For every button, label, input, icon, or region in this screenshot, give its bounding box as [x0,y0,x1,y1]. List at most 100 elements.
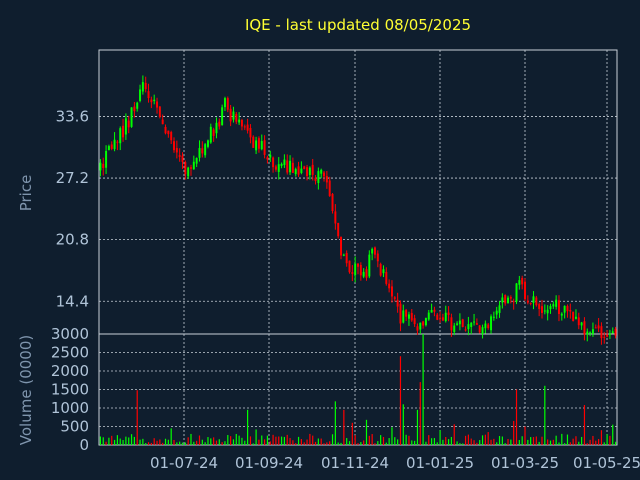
candle-body [110,144,113,149]
candle-body [410,312,413,321]
candle-body [249,127,252,138]
candle-body [246,124,249,131]
candle-body [611,331,614,334]
candle-body [535,297,538,306]
candle-body [201,148,204,154]
candle-body [303,166,306,170]
candle-body [453,325,456,332]
candle-body [577,317,580,326]
candle-body [552,304,555,307]
price-tick-label: 14.4 [56,292,89,310]
candle-body [518,280,521,285]
candle-body [555,299,558,307]
candle-body [606,334,609,337]
candle-body [255,140,258,151]
candle-body [456,323,459,325]
candle-body [167,130,170,135]
chart-title: IQE - last updated 08/05/2025 [245,16,471,34]
candle-body [198,148,201,158]
candle-body [566,305,569,312]
candle-body [359,264,362,276]
candle-body [405,309,408,317]
candle-body [266,157,269,160]
candle-body [300,168,303,173]
candle-body [589,332,592,334]
candle-body [402,310,405,323]
candle-body [385,271,388,284]
candle-body [515,283,518,302]
candle-body [136,102,139,109]
candle-body [583,321,586,335]
candle-body [487,324,490,329]
candle-body [164,126,167,134]
candle-body [591,329,594,334]
candle-body [504,295,507,304]
candle-body [232,111,235,120]
volume-tick-label: 1000 [51,399,89,417]
candle-body [325,176,328,183]
candle-body [580,322,583,326]
candle-body [323,172,326,177]
candle-body [156,101,159,108]
candle-body [289,160,292,173]
candle-body [204,144,207,156]
candle-body [238,119,241,123]
candle-body [373,247,376,255]
candle-body [478,325,481,333]
candle-body [597,325,600,329]
candle-body [569,310,572,312]
candle-body [206,140,209,147]
candle-body [441,317,444,321]
candle-body [407,314,410,319]
candle-body [291,162,294,173]
candle-body [467,324,470,330]
candle-body [342,254,345,256]
candle-body [340,236,343,256]
price-panel-frame [98,49,618,335]
candle-body [133,106,136,112]
date-tick-label: 01-11-24 [321,454,389,472]
candle-body [311,164,314,175]
candle-body [362,271,365,277]
candle-body [240,120,243,127]
candle-body [158,106,161,118]
candle-body [263,140,266,155]
candle-body [178,155,181,157]
candle-body [560,313,563,316]
candle-body [209,126,212,143]
candle-body [243,126,246,128]
candle-body [122,125,125,138]
candle-body [376,253,379,262]
candle-body [139,89,142,101]
candle-body [549,306,552,310]
candle-body [113,139,116,150]
candle-body [124,118,127,135]
candle-body [427,312,430,320]
price-axis-label: Price [17,175,35,212]
candle-body [252,136,255,148]
candle-body [314,177,317,182]
price-tick-label: 20.8 [56,231,89,249]
candle-body [507,297,510,303]
date-tick-label: 01-09-24 [235,454,303,472]
candle-body [396,299,399,307]
candle-body [608,333,611,335]
candle-body [99,162,102,171]
candle-body [509,297,512,299]
volume-bars [99,334,617,445]
candle-body [235,113,238,122]
candle-body [195,158,198,164]
candle-body [223,98,226,108]
candle-body [144,82,147,90]
date-axis-ticks: 01-07-24 01-09-24 01-11-24 01-01-25 01-03-25… [150,454,640,472]
candle-body [572,311,575,321]
candle-body [150,99,153,103]
candle-body [187,167,190,177]
candle-body [320,169,323,174]
volume-grid [98,333,618,446]
candle-body [430,309,433,313]
candle-body [529,302,532,304]
candle-body [345,253,348,264]
candle-body [586,331,589,335]
candle-body [413,318,416,325]
